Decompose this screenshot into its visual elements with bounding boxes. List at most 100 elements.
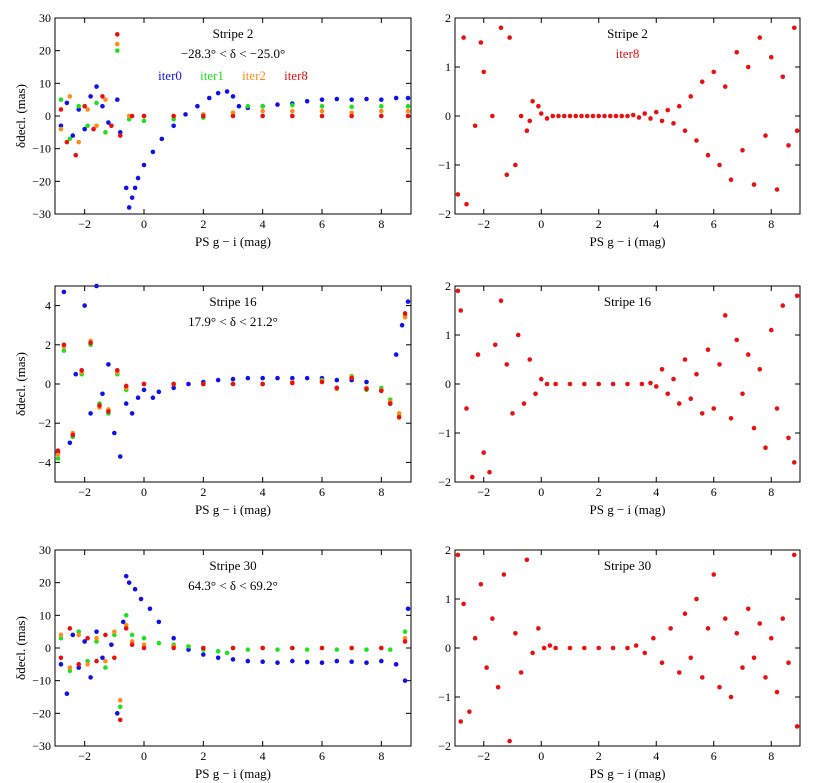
data-point [763, 675, 768, 680]
data-point [230, 110, 236, 116]
data-point [94, 84, 99, 89]
data-point [553, 381, 558, 387]
data-point [682, 611, 688, 616]
data-point [728, 416, 734, 421]
panel-title: Stripe 30 [209, 558, 256, 573]
data-point [201, 652, 206, 657]
data-point [584, 113, 590, 119]
data-point [186, 647, 191, 652]
x-tick-label: 4 [653, 217, 659, 231]
y-tick-label: 20 [39, 44, 51, 58]
panel-subtitle: −28.3° < δ < −25.0° [181, 46, 285, 61]
data-point [141, 162, 147, 168]
data-point [94, 283, 99, 289]
data-point [490, 616, 495, 621]
data-point [215, 655, 221, 661]
data-point [236, 103, 242, 109]
data-point [76, 139, 82, 145]
data-point [334, 658, 340, 664]
data-point [230, 657, 236, 662]
data-point [201, 381, 206, 387]
data-point [711, 572, 717, 577]
y-tick-label: 10 [39, 76, 51, 90]
data-point [625, 113, 630, 119]
data-point [349, 113, 354, 119]
data-point [757, 367, 763, 372]
data-point [129, 639, 135, 644]
x-tick-label: 6 [319, 485, 325, 499]
data-point [76, 107, 82, 112]
data-point [61, 342, 67, 348]
data-point [67, 136, 73, 142]
data-point [768, 327, 774, 333]
data-point [393, 95, 399, 101]
panel-title: Stripe 2 [213, 26, 254, 41]
data-point [791, 552, 797, 558]
data-point [498, 298, 504, 304]
data-point [455, 192, 461, 197]
data-point [682, 357, 688, 362]
data-point [123, 383, 129, 389]
data-point [67, 668, 73, 674]
data-point [186, 644, 191, 649]
y-axis-label: δdecl. (mas) [13, 352, 28, 416]
data-point [319, 108, 325, 114]
data-point [688, 396, 694, 402]
data-point [774, 689, 780, 695]
data-point [596, 381, 602, 387]
data-point [73, 371, 79, 377]
data-point [150, 149, 156, 155]
data-point [768, 635, 774, 641]
data-point [405, 108, 411, 114]
data-point [141, 645, 147, 651]
data-point [596, 645, 602, 651]
data-point [245, 375, 251, 381]
data-point [455, 552, 461, 558]
data-point [379, 113, 384, 119]
y-tick-label: 2 [445, 11, 451, 25]
data-point [334, 385, 340, 391]
data-point [402, 629, 408, 634]
y-tick-label: 30 [39, 11, 51, 25]
data-point [461, 35, 466, 40]
data-point [82, 103, 87, 109]
data-point [112, 632, 117, 638]
data-point [521, 401, 527, 406]
data-point [405, 606, 411, 612]
panel-subtitle: 17.9° < δ < 21.2° [188, 314, 278, 329]
data-point [602, 113, 607, 119]
data-point [126, 116, 132, 122]
data-point [171, 116, 176, 122]
data-point [94, 639, 99, 644]
data-point [230, 113, 236, 119]
data-point [150, 395, 156, 401]
data-point [106, 362, 111, 367]
data-point [290, 113, 295, 119]
series-iter8 [455, 552, 800, 744]
data-point [694, 596, 699, 602]
data-point [349, 659, 354, 665]
data-point [518, 113, 524, 119]
y-tick-label: −1 [438, 690, 451, 704]
data-point [304, 659, 310, 665]
data-point [97, 403, 102, 408]
x-tick-label: 0 [141, 485, 147, 499]
data-point [504, 362, 510, 367]
x-tick-label: 8 [378, 217, 384, 231]
data-point [405, 113, 411, 119]
y-tick-label: −1 [438, 158, 451, 172]
data-point [171, 385, 176, 391]
data-point [126, 205, 132, 210]
x-tick-label: 8 [378, 485, 384, 499]
data-point [659, 660, 665, 665]
y-tick-label: −20 [32, 706, 51, 720]
data-point [676, 401, 682, 406]
data-point [129, 195, 135, 200]
data-point [510, 411, 515, 416]
data-point [393, 662, 399, 667]
data-point [774, 187, 780, 192]
y-tick-label: 0 [45, 109, 51, 123]
data-point [734, 631, 740, 636]
y-tick-label: −1 [438, 426, 451, 440]
